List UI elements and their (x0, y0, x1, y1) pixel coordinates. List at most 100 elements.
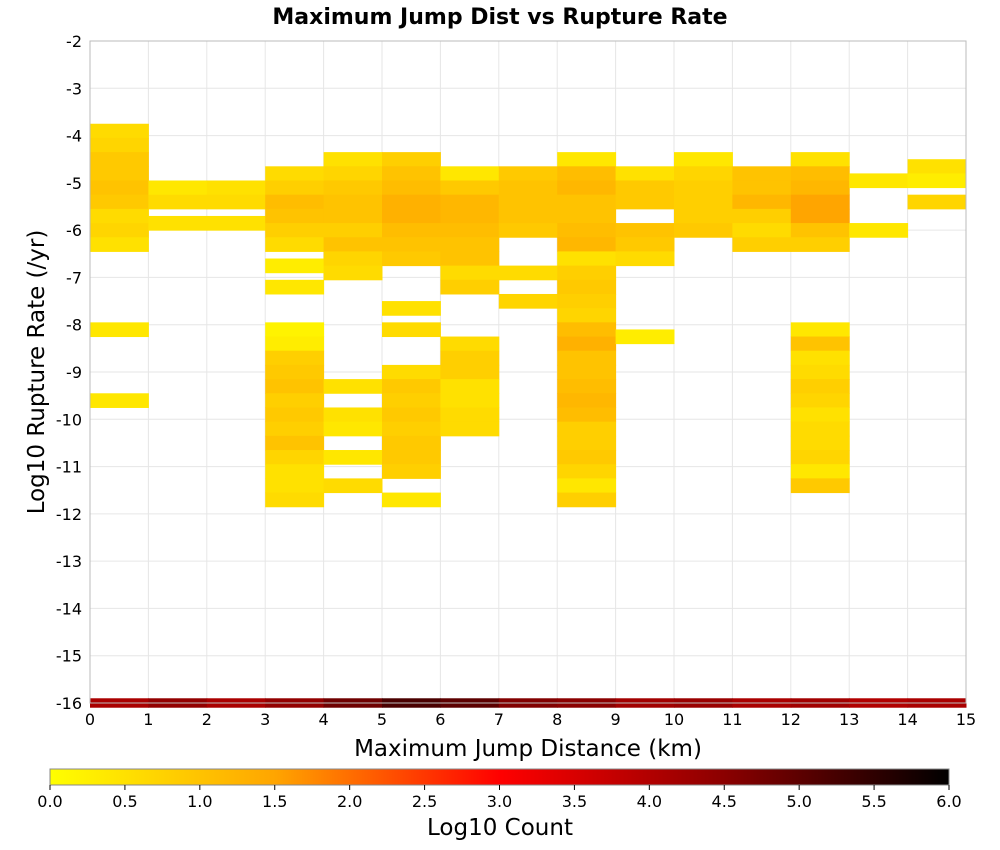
heatmap-cell (790, 435, 850, 451)
heatmap-cell (265, 180, 325, 196)
colorbar-tick-label: 1.0 (187, 792, 212, 811)
heatmap-cell (382, 152, 441, 167)
heatmap-cell (323, 223, 383, 238)
colorbar-tick-label: 5.5 (861, 792, 886, 811)
plot-area-border (89, 40, 967, 704)
heatmap-cell (907, 159, 967, 174)
heatmap-cell (440, 194, 500, 210)
heatmap-cell (557, 350, 617, 366)
heatmap-cell (265, 450, 325, 465)
heatmap-cell (382, 251, 441, 267)
heatmap-cell (615, 194, 675, 210)
x-tick-label: 6 (435, 710, 445, 729)
heatmap-cell (440, 237, 500, 252)
heatmap-cell (90, 166, 149, 181)
heatmap-cell (557, 450, 617, 465)
heatmap-cell (557, 435, 617, 451)
heatmap-cell (382, 194, 441, 210)
x-axis-label: Maximum Jump Distance (km) (354, 736, 702, 762)
colorbar-tick-label: 2.5 (412, 792, 437, 811)
heatmap-cell (206, 194, 266, 210)
heatmap-cell (849, 173, 909, 189)
heatmap-cell (90, 137, 149, 153)
heatmap-cell (615, 251, 675, 267)
heatmap-cell (790, 393, 850, 408)
heatmap-cell (557, 251, 617, 267)
heatmap-cell (382, 166, 441, 181)
heatmap-cell (382, 393, 441, 408)
heatmap-cell (148, 180, 208, 196)
y-tick-label: -9 (66, 363, 82, 382)
heatmap-cell (557, 407, 617, 423)
x-tick-label: 15 (956, 710, 976, 729)
heatmap-cell (790, 379, 850, 394)
y-tick-label: -12 (56, 505, 82, 524)
heatmap-cell (790, 208, 850, 224)
colorbar-tick-label: 5.0 (786, 792, 811, 811)
colorbar-tick-label: 6.0 (936, 792, 961, 811)
heatmap-cell (557, 166, 617, 181)
y-axis-label: Log10 Rupture Rate (/yr) (24, 230, 50, 515)
colorbar (49, 768, 950, 786)
heatmap-cell (265, 279, 325, 295)
heatmap-cell (90, 223, 149, 238)
heatmap-cell (732, 223, 792, 238)
heatmap-cell (90, 322, 149, 338)
heatmap-cell (498, 208, 558, 224)
heatmap-cell (557, 152, 617, 167)
heatmap-cell (382, 464, 441, 479)
y-tick-label: -3 (66, 79, 82, 98)
heatmap-cell (148, 215, 208, 231)
heatmap-cell (790, 237, 850, 252)
heatmap-cell (265, 364, 325, 380)
x-tick-label: 13 (839, 710, 859, 729)
heatmap-cell (265, 379, 325, 394)
heatmap-cell (440, 364, 500, 380)
heatmap-cell (732, 208, 792, 224)
colorbar-tick-label: 1.5 (262, 792, 287, 811)
heatmap-cell (732, 194, 792, 210)
heatmap-cell (323, 421, 383, 437)
y-tick-label: -16 (56, 694, 82, 713)
heatmap-cell (790, 322, 850, 338)
heatmap-cell (440, 265, 500, 281)
heatmap-cell (440, 208, 500, 224)
heatmap-cell (206, 215, 266, 231)
x-tick-label: 2 (202, 710, 212, 729)
heatmap-cell (557, 336, 617, 352)
heatmap-cell (557, 293, 617, 309)
x-tick-label: 12 (781, 710, 801, 729)
x-tick-label: 5 (377, 710, 387, 729)
heatmap-cell (90, 237, 149, 252)
heatmap-cell (382, 322, 441, 338)
heatmap-cell (674, 152, 733, 167)
heatmap-cell (382, 208, 441, 224)
heatmap-cell (557, 478, 617, 494)
heatmap-cell (440, 251, 500, 267)
heatmap-cell (265, 464, 325, 479)
heatmap-cell (265, 208, 325, 224)
heatmap-cell (440, 279, 500, 295)
heatmap-cell (440, 336, 500, 352)
heatmap-cell (907, 194, 967, 210)
heatmap-cell (498, 166, 558, 181)
heatmap-cell (265, 350, 325, 366)
heatmap-cell (498, 194, 558, 210)
heatmap-cell (382, 421, 441, 437)
heatmap-cell (557, 421, 617, 437)
x-tick-label: 11 (722, 710, 742, 729)
heatmap-cell (674, 208, 733, 224)
heatmap-cell (557, 492, 617, 508)
y-tick-label: -15 (56, 647, 82, 666)
heatmap-cell (265, 435, 325, 451)
heatmap-cell (206, 180, 266, 196)
heatmap-cell (615, 180, 675, 196)
heatmap-cell (674, 194, 733, 210)
heatmap-cell (790, 478, 850, 494)
heatmap-cell (557, 180, 617, 196)
y-tick-label: -10 (56, 410, 82, 429)
heatmap-cell (557, 208, 617, 224)
heatmap-cell (382, 301, 441, 316)
heatmap-cell (732, 166, 792, 181)
heatmap-cell (790, 194, 850, 210)
